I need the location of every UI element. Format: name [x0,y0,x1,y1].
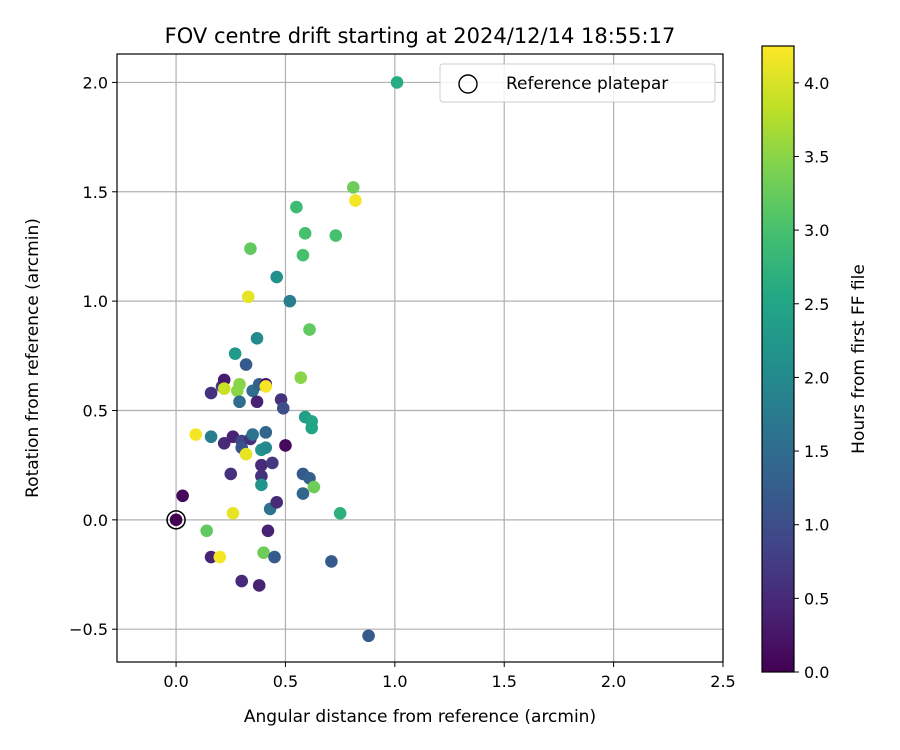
data-point-9 [217,373,231,387]
data-point-32 [252,579,266,592]
y-tick-label-1: 0.0 [83,511,108,530]
grid-lines [117,54,724,662]
reference-platepar-marker [166,510,186,530]
data-point-35 [255,478,268,492]
colorbar-tick-label-8: 4.0 [804,74,829,93]
data-point-70 [390,76,404,89]
data-point-38 [259,441,273,454]
x-tick-label-4: 2.0 [601,672,626,691]
legend-box [439,63,716,103]
data-point-57 [298,227,312,240]
data-point-52 [290,200,303,214]
data-point-30 [250,395,264,409]
data-point-29 [250,332,264,345]
data-point-1 [176,489,189,503]
data-point-68 [349,194,362,207]
x-axis-ticks: 0.0 0.5 1.0 1.5 2.0 2.5 [163,662,736,691]
x-tick-label-5: 2.5 [710,672,735,691]
y-axis-label: Rotation from reference (arcmin) [23,218,43,498]
data-point-34 [255,469,268,483]
data-point-64 [325,555,338,568]
x-tick-label-3: 1.5 [492,672,517,691]
data-point-56 [296,248,310,262]
data-point-15 [228,347,242,360]
data-point-22 [239,358,253,371]
colorbar-tick-label-0: 0.0 [804,663,829,682]
x-axis-label: Angular distance from reference (arcmin) [244,707,596,727]
data-point-33 [255,458,268,472]
y-tick-label-4: 1.5 [83,183,108,202]
data-point-50 [279,439,292,452]
data-point-60 [303,323,316,336]
data-point-2 [200,524,213,538]
colorbar: 0.0 0.5 1.0 1.5 2.0 2.5 3.0 3.5 4.0 Hours from f… [761,45,869,682]
y-tick-label-0: −0.5 [69,620,108,639]
y-tick-label-5: 2.0 [83,73,108,92]
data-point-5 [189,428,203,441]
data-point-46 [270,496,284,509]
x-tick-label-2: 1.0 [382,672,407,691]
x-tick-label-0: 0.0 [163,672,188,691]
data-point-62 [305,421,319,435]
colorbar-tick-label-4: 2.0 [804,368,829,387]
data-point-11 [217,436,231,450]
data-point-12 [224,467,238,481]
data-point-4 [213,550,227,564]
data-point-27 [246,428,259,441]
data-point-54 [296,487,310,500]
data-point-44 [266,456,279,470]
data-point-18 [233,395,246,409]
legend-entry-reference-platepar: Reference platepar [506,74,668,94]
data-point-65 [329,229,343,242]
colorbar-tick-label-7: 3.5 [804,147,829,166]
colorbar-tick-label-2: 1.0 [804,516,829,535]
y-axis-ticks: −0.5 0.0 0.5 1.0 1.5 2.0 [69,73,117,639]
data-point-37 [257,546,270,559]
data-point-53 [294,371,308,384]
data-point-25 [244,242,257,255]
data-point-49 [276,402,290,415]
chart-title: FOV centre drift starting at 2024/12/14 … [165,24,676,48]
data-point-45 [268,550,281,564]
data-point-17 [233,377,246,391]
legend: Reference platepar [439,63,716,103]
data-point-3 [204,550,218,564]
data-point-10 [217,382,231,395]
y-tick-label-2: 0.5 [83,401,108,420]
data-point-42 [261,524,275,538]
data-point-51 [283,294,297,308]
legend-marker-icon [458,74,478,94]
colorbar-gradient [761,45,795,673]
colorbar-tick-label-6: 3.0 [804,221,829,240]
data-point-41 [259,426,273,439]
data-point-47 [270,270,284,284]
data-point-14 [226,506,240,520]
data-point-23 [239,447,253,461]
data-point-67 [346,181,360,194]
y-tick-label-3: 1.0 [83,292,108,311]
reference-marker [166,510,186,530]
data-point-21 [235,574,249,588]
data-point-40 [259,380,273,393]
data-point-63 [307,480,321,494]
colorbar-label: Hours from first FF file [849,264,869,454]
colorbar-ticks: 0.0 0.5 1.0 1.5 2.0 2.5 3.0 3.5 4.0 [794,74,829,682]
data-point-0 [169,513,183,527]
colorbar-tick-label-3: 1.5 [804,442,829,461]
colorbar-tick-label-5: 2.5 [804,295,829,314]
data-point-66 [333,506,347,520]
x-tick-label-1: 0.5 [273,672,298,691]
data-point-7 [204,386,218,400]
data-point-6 [204,430,218,444]
data-point-24 [241,290,255,304]
colorbar-tick-label-1: 0.5 [804,589,829,608]
plot-frame [116,53,724,663]
data-points [169,76,404,643]
data-point-69 [362,629,375,643]
